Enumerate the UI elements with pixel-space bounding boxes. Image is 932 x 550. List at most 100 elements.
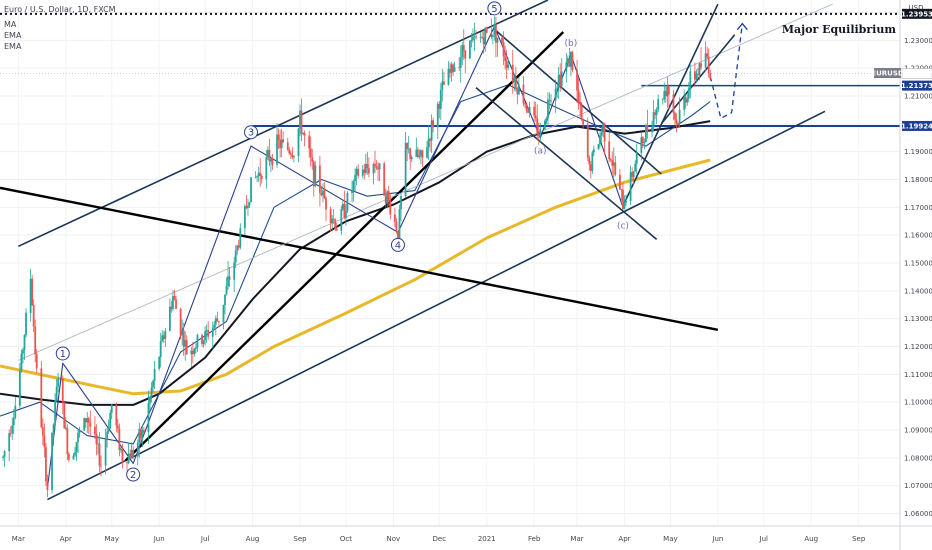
- indicator-ema-label[interactable]: EMA: [4, 31, 22, 40]
- candle-body: [31, 278, 34, 305]
- candle-body: [127, 453, 130, 464]
- candle-body: [351, 190, 353, 194]
- candle-body: [426, 147, 428, 158]
- y-tick-label: 1.23000: [904, 37, 932, 45]
- candle-body: [674, 112, 676, 120]
- y-tick-label: 1.18000: [904, 176, 932, 184]
- candle-body: [3, 451, 6, 457]
- candle-body: [57, 378, 60, 387]
- lower-channel: [47, 110, 826, 501]
- candle-body: [545, 118, 548, 121]
- candle-body: [164, 330, 167, 340]
- candle-body: [501, 37, 503, 43]
- candle-body: [234, 250, 237, 263]
- candle-body: [84, 418, 87, 423]
- candle-body: [98, 443, 101, 466]
- x-tick-label: Jun: [711, 535, 723, 543]
- candle-body: [334, 219, 337, 230]
- candle-body: [248, 202, 251, 206]
- y-tick-label: 1.14000: [904, 287, 932, 295]
- candle-body: [502, 42, 505, 57]
- black-uptrend: [124, 31, 565, 462]
- candle-body: [458, 67, 461, 69]
- candle-body: [159, 341, 162, 358]
- candle-body: [149, 396, 151, 404]
- candle-body: [475, 36, 477, 38]
- candle-body: [695, 73, 698, 80]
- candle-body: [83, 418, 86, 431]
- candle-body: [625, 200, 627, 203]
- candle-body: [622, 189, 624, 210]
- candle-body: [109, 412, 112, 429]
- candle-body: [320, 192, 323, 196]
- y-tick-label: 1.17000: [904, 204, 932, 212]
- candle-body: [651, 127, 653, 133]
- indicator-ma-label[interactable]: MA: [4, 20, 17, 29]
- candle-body: [629, 172, 632, 201]
- candle-body: [686, 98, 689, 103]
- black-downtrend: [0, 186, 719, 331]
- candle-body: [142, 430, 145, 433]
- candle-body: [132, 449, 135, 457]
- symbol-title: Euro / U.S. Dollar, 1D, FXCM: [4, 5, 116, 14]
- candle-body: [72, 455, 75, 460]
- wave-label: 5: [491, 4, 497, 15]
- candle-body: [243, 206, 246, 229]
- x-tick-label: Aug: [246, 535, 260, 543]
- candle-body: [237, 245, 240, 248]
- candle-body: [11, 425, 14, 434]
- candle-body: [548, 99, 551, 102]
- candle-body: [211, 327, 214, 337]
- candle-body: [495, 24, 497, 43]
- wave-label: 3: [248, 128, 254, 139]
- candle-body: [620, 189, 623, 190]
- candle-body: [335, 229, 338, 231]
- candle-body: [302, 133, 304, 135]
- candle-body: [374, 163, 376, 167]
- candle-body: [205, 330, 208, 332]
- y-tick-label: 1.13000: [904, 315, 932, 323]
- candle-body: [34, 326, 37, 355]
- price-tag-label: 1.21373: [901, 82, 932, 90]
- grey-trend: [18, 3, 833, 361]
- candle-body: [693, 71, 696, 80]
- candle-body: [387, 191, 390, 201]
- price-tag-box: [902, 8, 932, 19]
- candle-body: [130, 449, 133, 459]
- candle-body: [634, 163, 637, 172]
- candle-body: [513, 77, 516, 82]
- y-tick-label: 1.10000: [904, 399, 932, 407]
- candle-body: [106, 431, 109, 440]
- candle-body: [184, 340, 187, 347]
- y-tick-label: 1.09000: [904, 426, 932, 434]
- candle-body: [245, 206, 248, 209]
- candle-body: [233, 262, 236, 280]
- wave-circle: [126, 467, 141, 482]
- y-tick-label: 1.15000: [904, 260, 932, 268]
- candle-body: [407, 148, 410, 150]
- candle-body: [259, 172, 262, 176]
- candle-body: [216, 318, 219, 322]
- candle-body: [395, 221, 398, 232]
- indicator-ema2-label[interactable]: EMA: [4, 42, 22, 51]
- candle-body: [645, 125, 647, 142]
- price-axis-panel: [900, 0, 932, 550]
- candle-body: [641, 137, 644, 144]
- candle-body: [635, 152, 638, 164]
- candle-body: [343, 204, 346, 219]
- candle-body: [652, 112, 655, 128]
- candle-body: [12, 417, 15, 426]
- candle-body: [260, 175, 263, 180]
- candle-body: [602, 123, 604, 133]
- candle-body: [55, 386, 58, 401]
- candle-body: [631, 172, 634, 178]
- candle-body: [61, 378, 64, 403]
- candle-body: [299, 110, 301, 129]
- candle-body: [586, 124, 589, 158]
- candle-body: [612, 162, 615, 166]
- candle-body: [375, 166, 378, 168]
- candle-body: [496, 37, 499, 43]
- candle-body: [571, 51, 574, 71]
- candle-body: [332, 218, 335, 220]
